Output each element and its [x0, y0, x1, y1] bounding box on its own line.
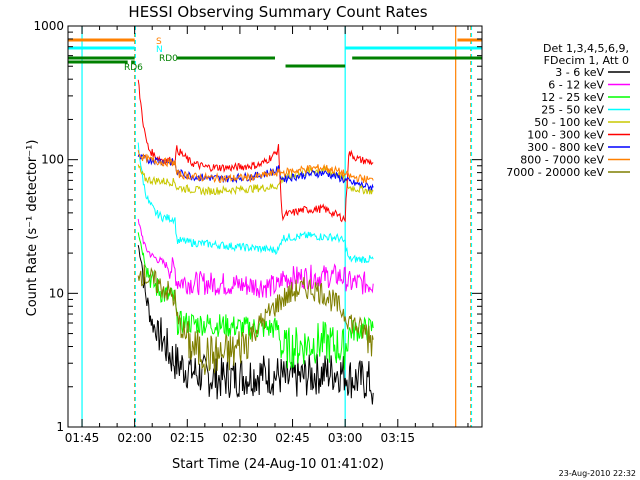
- flag-rd0-label: RD0: [159, 54, 178, 64]
- x-tick-label: 03:15: [380, 431, 415, 445]
- legend-entry-label: 300 - 800 keV: [527, 141, 604, 154]
- y-tick-label: 1000: [33, 19, 64, 33]
- x-tick-label: 02:45: [275, 431, 310, 445]
- timestamp-stamp: 23-Aug-2010 22:32: [559, 469, 636, 478]
- x-tick-label: 02:00: [117, 431, 152, 445]
- x-tick-label: 02:15: [170, 431, 205, 445]
- legend-header-line: Det 1,3,4,5,6,9,: [543, 42, 629, 55]
- series-line-3: [137, 142, 374, 264]
- series-line-7: [137, 149, 374, 184]
- flag-rd6-label: RD6: [124, 63, 143, 73]
- x-tick-label: 01:45: [65, 431, 100, 445]
- x-tick-label: 02:30: [223, 431, 258, 445]
- series-line-8: [137, 264, 374, 375]
- y-tick-label: 1: [56, 420, 64, 434]
- x-tick-label: 03:00: [328, 431, 363, 445]
- series-line-1: [137, 218, 374, 298]
- y-axis-title: Count Rate (s⁻¹ detector⁻¹): [25, 140, 40, 317]
- series-line-2: [137, 232, 374, 371]
- plot-frame: [67, 25, 483, 428]
- y-tick-label: 10: [49, 286, 64, 300]
- legend-entry-label: 25 - 50 keV: [541, 104, 604, 117]
- flag-s-label: S: [156, 37, 162, 47]
- y-tick-label: 100: [41, 153, 64, 167]
- series-line-5: [137, 79, 374, 223]
- flag-n-label: N: [156, 45, 163, 55]
- legend-entry-label: 50 - 100 keV: [534, 116, 604, 129]
- series-line-0: [137, 244, 374, 405]
- legend-entry-label: 12 - 25 keV: [541, 91, 604, 104]
- x-axis-title: Start Time (24-Aug-10 01:41:02): [172, 457, 384, 472]
- legend-header-line: FDecim 1, Att 0: [544, 54, 629, 67]
- legend-entry-label: 100 - 300 keV: [527, 129, 604, 142]
- chart-title: HESSI Observing Summary Count Rates: [128, 3, 427, 21]
- series-line-4: [137, 164, 374, 196]
- legend-entry-label: 3 - 6 keV: [555, 66, 604, 79]
- legend-entry-label: 800 - 7000 keV: [520, 154, 604, 167]
- legend-entry-label: 7000 - 20000 keV: [506, 166, 604, 179]
- legend-entry-label: 6 - 12 keV: [548, 79, 604, 92]
